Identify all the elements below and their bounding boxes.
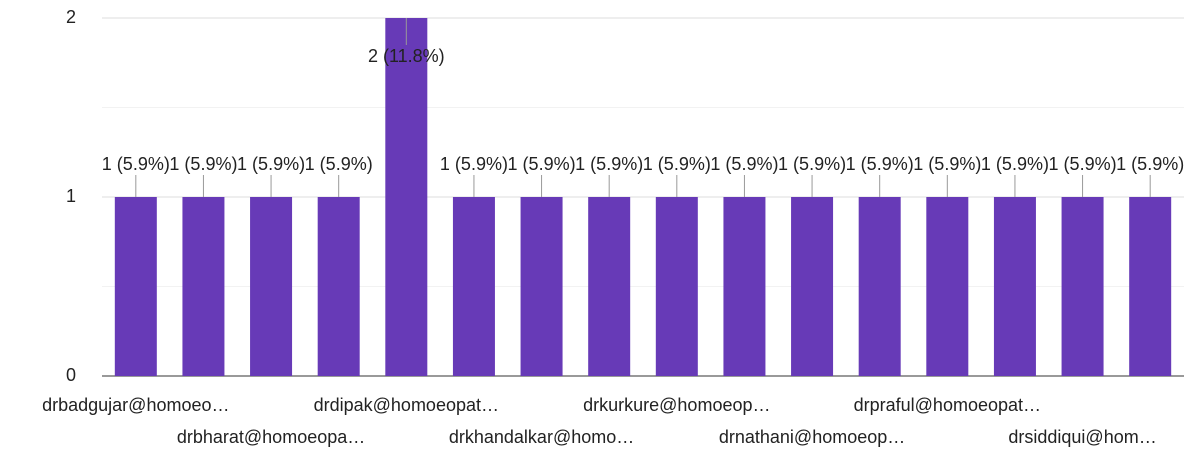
bar [114, 197, 157, 376]
x-tick-label: drkurkure@homoeop… [583, 395, 770, 415]
bar [520, 197, 563, 376]
bar [993, 197, 1036, 376]
bar [317, 197, 360, 376]
data-label: 1 (5.9%) [440, 154, 508, 174]
y-tick-label: 2 [66, 7, 76, 27]
data-label: 1 (5.9%) [1116, 154, 1184, 174]
x-tick-label: drnathani@homoeop… [719, 427, 905, 447]
bar [250, 197, 293, 376]
data-label: 1 (5.9%) [643, 154, 711, 174]
data-label: 1 (5.9%) [102, 154, 170, 174]
bar [1061, 197, 1104, 376]
data-label: 1 (5.9%) [575, 154, 643, 174]
data-label: 1 (5.9%) [913, 154, 981, 174]
bar [791, 197, 834, 376]
bar [858, 197, 901, 376]
data-label: 1 (5.9%) [169, 154, 237, 174]
x-tick-label: drpraful@homoeopat… [854, 395, 1041, 415]
data-label: 1 (5.9%) [237, 154, 305, 174]
data-label: 2 (11.8%) [368, 46, 445, 66]
x-tick-label: drsiddiqui@hom… [1008, 427, 1156, 447]
data-label: 1 (5.9%) [508, 154, 576, 174]
data-label: 1 (5.9%) [1049, 154, 1117, 174]
x-tick-label: drdipak@homoeopat… [314, 395, 499, 415]
data-label: 1 (5.9%) [710, 154, 778, 174]
x-tick-label: drkhandalkar@homo… [449, 427, 634, 447]
bar [588, 197, 631, 376]
bar [385, 18, 428, 376]
data-label: 1 (5.9%) [305, 154, 373, 174]
data-label: 1 (5.9%) [981, 154, 1049, 174]
y-tick-label: 0 [66, 365, 76, 385]
data-label: 1 (5.9%) [778, 154, 846, 174]
bar [655, 197, 698, 376]
x-tick-label: drbharat@homoeopa… [177, 427, 365, 447]
bar [926, 197, 969, 376]
bar [452, 197, 495, 376]
bar [182, 197, 225, 376]
bar [1129, 197, 1172, 376]
y-tick-label: 1 [66, 186, 76, 206]
x-tick-label: drbadgujar@homoeo… [42, 395, 229, 415]
data-label: 1 (5.9%) [846, 154, 914, 174]
bar [723, 197, 766, 376]
